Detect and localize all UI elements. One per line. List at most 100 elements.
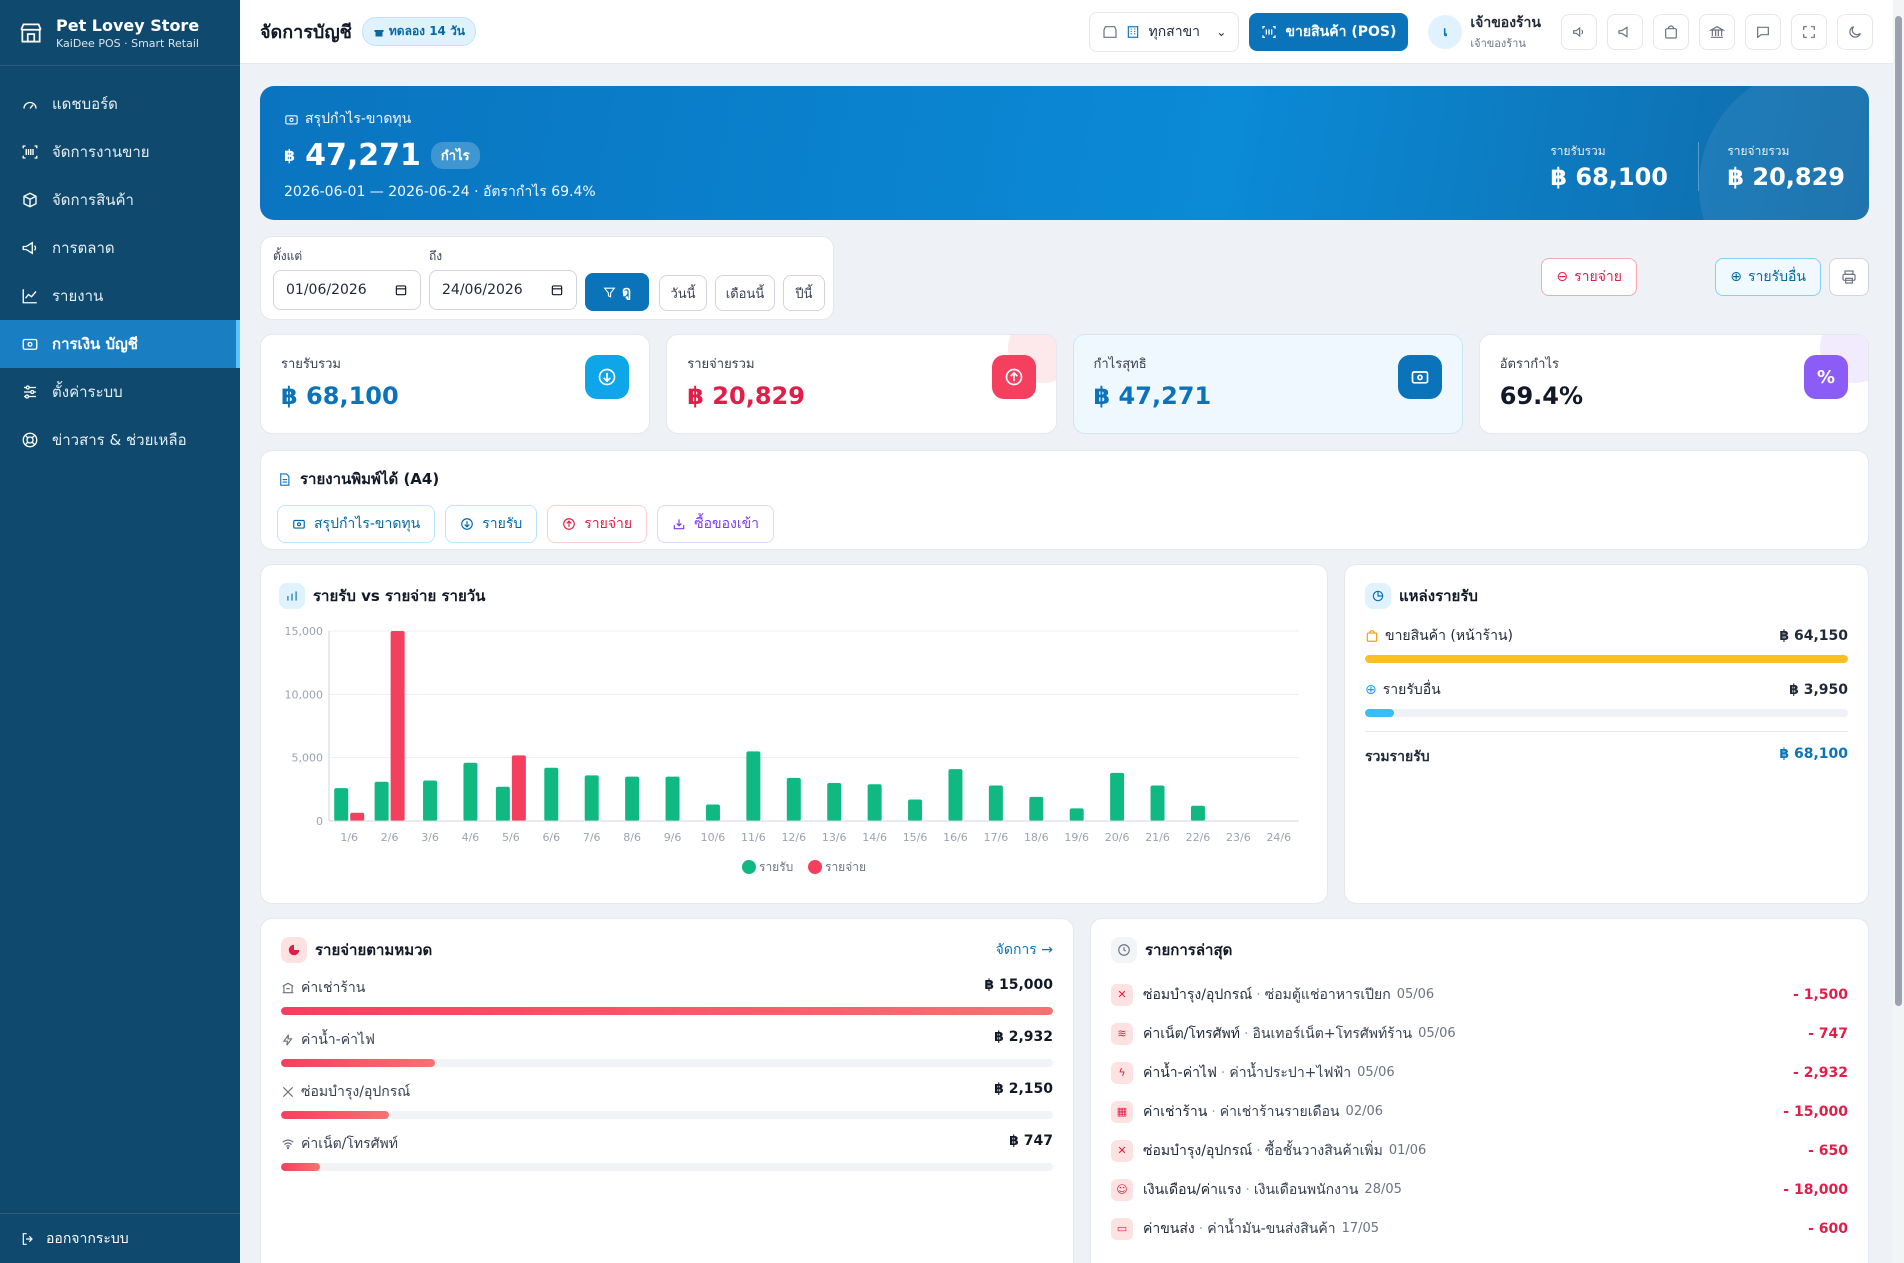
income-bar xyxy=(374,781,389,821)
announcement-button[interactable] xyxy=(1607,13,1643,50)
x-tick-label: 2/6 xyxy=(381,831,399,844)
this-month-button[interactable]: เดือนนี้ xyxy=(715,275,775,311)
sidebar-item-sales[interactable]: จัดการงานขาย xyxy=(0,128,240,176)
trial-badge[interactable]: ทดลอง 14 วัน xyxy=(361,17,477,46)
income-bar xyxy=(827,783,842,821)
scrollbar-thumb[interactable] xyxy=(1895,16,1902,1006)
reports-title: รายงานพิมพ์ได้ (A4) xyxy=(277,467,1852,491)
trial-label: ทดลอง 14 วัน xyxy=(388,24,466,38)
stat-label: รายรับรวม xyxy=(281,357,341,372)
x-tick-label: 24/6 xyxy=(1266,831,1291,844)
transaction-description: ซื้อชั้นวางสินค้าเพิ่ม xyxy=(1264,1142,1383,1159)
store-icon xyxy=(20,22,42,43)
source-bar-track xyxy=(1365,709,1848,717)
user-menu[interactable]: เ เจ้าของร้าน เจ้าของร้าน xyxy=(1418,12,1551,52)
from-date-input[interactable]: 01/06/2026 xyxy=(273,270,421,310)
shop-bag-button[interactable] xyxy=(1653,13,1689,50)
x-tick-label: 19/6 xyxy=(1064,831,1089,844)
building-icon: ▦ xyxy=(1111,1100,1133,1123)
page-scrollbar[interactable] xyxy=(1893,0,1904,1263)
to-field: ถึง 24/06/2026 xyxy=(429,247,577,310)
transaction-category: ค่าเน็ต/โทรศัพท์ xyxy=(1143,1025,1241,1042)
category-bar-fill xyxy=(281,1007,1053,1015)
brand[interactable]: Pet Lovey Store KaiDee POS · Smart Retai… xyxy=(0,0,240,66)
sidebar-item-help[interactable]: ข่าวสาร & ช่วยเหลือ xyxy=(0,416,240,464)
hero-expense-value: ฿ 20,829 xyxy=(1727,163,1845,191)
today-button[interactable]: วันนี้ xyxy=(659,275,707,311)
manage-link[interactable]: จัดการ → xyxy=(995,942,1053,958)
transaction-row[interactable]: ☺ เงินเดือน/ค่าแรง · เงินเดือนพนักงาน 28/05 -… xyxy=(1111,1170,1848,1209)
report-button-label: รายรับ xyxy=(482,516,523,532)
to-date-input[interactable]: 24/06/2026 xyxy=(429,270,577,310)
sidebar-item-settings[interactable]: ตั้งค่าระบบ xyxy=(0,368,240,416)
hero-currency: ฿ xyxy=(284,146,296,165)
hero-subtitle: 2026-06-01 — 2026-06-24 · อัตรากำไร 69.4… xyxy=(284,184,596,200)
x-tick-label: 1/6 xyxy=(340,831,358,844)
this-year-button[interactable]: ปีนี้ xyxy=(783,275,825,311)
megaphone-icon xyxy=(1618,25,1628,38)
source-total-value: ฿ 68,100 xyxy=(1779,746,1848,762)
add-income-label: รายรับอื่น xyxy=(1748,269,1806,285)
report-income-button[interactable]: รายรับ xyxy=(445,505,538,543)
transaction-row[interactable]: ≋ ค่าเน็ต/โทรศัพท์ · อินเทอร์เน็ต+โทรศัพท์ร… xyxy=(1111,1014,1848,1053)
transaction-row[interactable]: ϟ ค่าน้ำ-ค่าไฟ · ค่าน้ำประปา+ไฟฟ้า 05/06 - 2,… xyxy=(1111,1053,1848,1092)
transaction-amount: - 15,000 xyxy=(1783,1103,1848,1120)
fullscreen-button[interactable] xyxy=(1791,13,1827,50)
chat-button[interactable] xyxy=(1745,13,1781,50)
x-tick-label: 6/6 xyxy=(542,831,560,844)
logout-button[interactable]: ออกจากระบบ xyxy=(0,1213,240,1263)
branch-select[interactable]: ทุกสาขา ⌄ xyxy=(1089,11,1240,52)
sidebar-item-label: จัดการสินค้า xyxy=(52,191,134,209)
income-bar xyxy=(423,780,438,821)
source-value: ฿ 3,950 xyxy=(1789,682,1848,698)
report-purchase-button[interactable]: ซื้อของเข้า xyxy=(657,505,775,543)
print-button[interactable] xyxy=(1829,258,1869,296)
category-value: ฿ 2,932 xyxy=(994,1029,1053,1045)
category-item: ซ่อมบำรุง/อุปกรณ์ ฿ 2,150 xyxy=(281,1081,1053,1119)
transaction-date: 01/06 xyxy=(1388,1143,1427,1158)
pie-chart-icon xyxy=(281,937,307,963)
sidebar-item-products[interactable]: จัดการสินค้า xyxy=(0,176,240,224)
wallet-icon xyxy=(20,334,40,354)
add-expense-button[interactable]: ⊖ รายจ่าย xyxy=(1541,258,1637,296)
view-button[interactable]: ดู xyxy=(585,273,649,311)
filter-icon xyxy=(603,287,616,298)
sliders-icon xyxy=(20,382,40,402)
sidebar-item-dashboard[interactable]: แดชบอร์ด xyxy=(0,80,240,128)
income-bar xyxy=(948,769,963,821)
transaction-row[interactable]: ✕ ซ่อมบำรุง/อุปกรณ์ · ซื้อชั้นวางสินค้าเพิ่… xyxy=(1111,1131,1848,1170)
transaction-description: เงินเดือนพนักงาน xyxy=(1253,1181,1359,1198)
expense-categories-card: รายจ่ายตามหมวด จัดการ → ค่าเช่าร้าน ฿ 15… xyxy=(260,918,1074,1263)
income-bar xyxy=(544,767,559,821)
sound-button[interactable] xyxy=(1561,13,1597,50)
stat-cards: รายรับรวม ฿ 68,100 รายจ่ายรวม ฿ 20,829 ก… xyxy=(260,334,1869,434)
add-income-button[interactable]: ⊕ รายรับอื่น xyxy=(1715,258,1821,296)
transaction-amount: - 18,000 xyxy=(1783,1181,1848,1198)
transaction-category: ค่าน้ำ-ค่าไฟ xyxy=(1143,1064,1217,1081)
hero-amount: ฿ 47,271 กำไร xyxy=(284,138,1845,173)
dark-mode-button[interactable] xyxy=(1837,13,1873,50)
transaction-category: ค่าเช่าร้าน xyxy=(1143,1103,1208,1120)
report-profit-loss-button[interactable]: สรุปกำไร-ขาดทุน xyxy=(277,505,436,543)
transaction-row[interactable]: ✕ ซ่อมบำรุง/อุปกรณ์ · ซ่อมตู้แช่อาหารเปียก 0… xyxy=(1111,975,1848,1014)
bank-button[interactable] xyxy=(1699,13,1735,50)
transaction-row[interactable]: ▦ ค่าเช่าร้าน · ค่าเช่าร้านรายเดือน 02/06 - 1… xyxy=(1111,1092,1848,1131)
sidebar-item-label: แดชบอร์ด xyxy=(52,95,118,113)
transaction-description: ค่าเช่าร้านรายเดือน xyxy=(1219,1103,1340,1120)
separator: · xyxy=(1211,1103,1216,1120)
stat-label: รายจ่ายรวม xyxy=(687,357,755,372)
hero-income-label: รายรับรวม xyxy=(1550,144,1606,158)
transaction-date: 05/06 xyxy=(1357,1065,1395,1080)
topbar-actions: ทุกสาขา ⌄ ขายสินค้า (POS) เ เจ้าของร้าน … xyxy=(1089,11,1873,52)
transaction-row[interactable]: ▭ ค่าขนส่ง · ค่าน้ำมัน-ขนส่งสินค้า 17/05 - 60… xyxy=(1111,1209,1848,1248)
sidebar-item-label: ตั้งค่าระบบ xyxy=(52,383,123,401)
x-tick-label: 18/6 xyxy=(1024,831,1049,844)
pos-button[interactable]: ขายสินค้า (POS) xyxy=(1249,12,1409,51)
profit-summary-banner: สรุปกำไร-ขาดทุน ฿ 47,271 กำไร 2026-06-01… xyxy=(260,86,1869,220)
arrow-up-circle-icon xyxy=(563,518,576,530)
sidebar-item-reports[interactable]: รายงาน xyxy=(0,272,240,320)
report-expense-button[interactable]: รายจ่าย xyxy=(547,505,648,543)
sidebar-item-marketing[interactable]: การตลาด xyxy=(0,224,240,272)
sidebar-item-finance[interactable]: การเงิน บัญชี xyxy=(0,320,240,368)
x-tick-label: 14/6 xyxy=(862,831,887,844)
